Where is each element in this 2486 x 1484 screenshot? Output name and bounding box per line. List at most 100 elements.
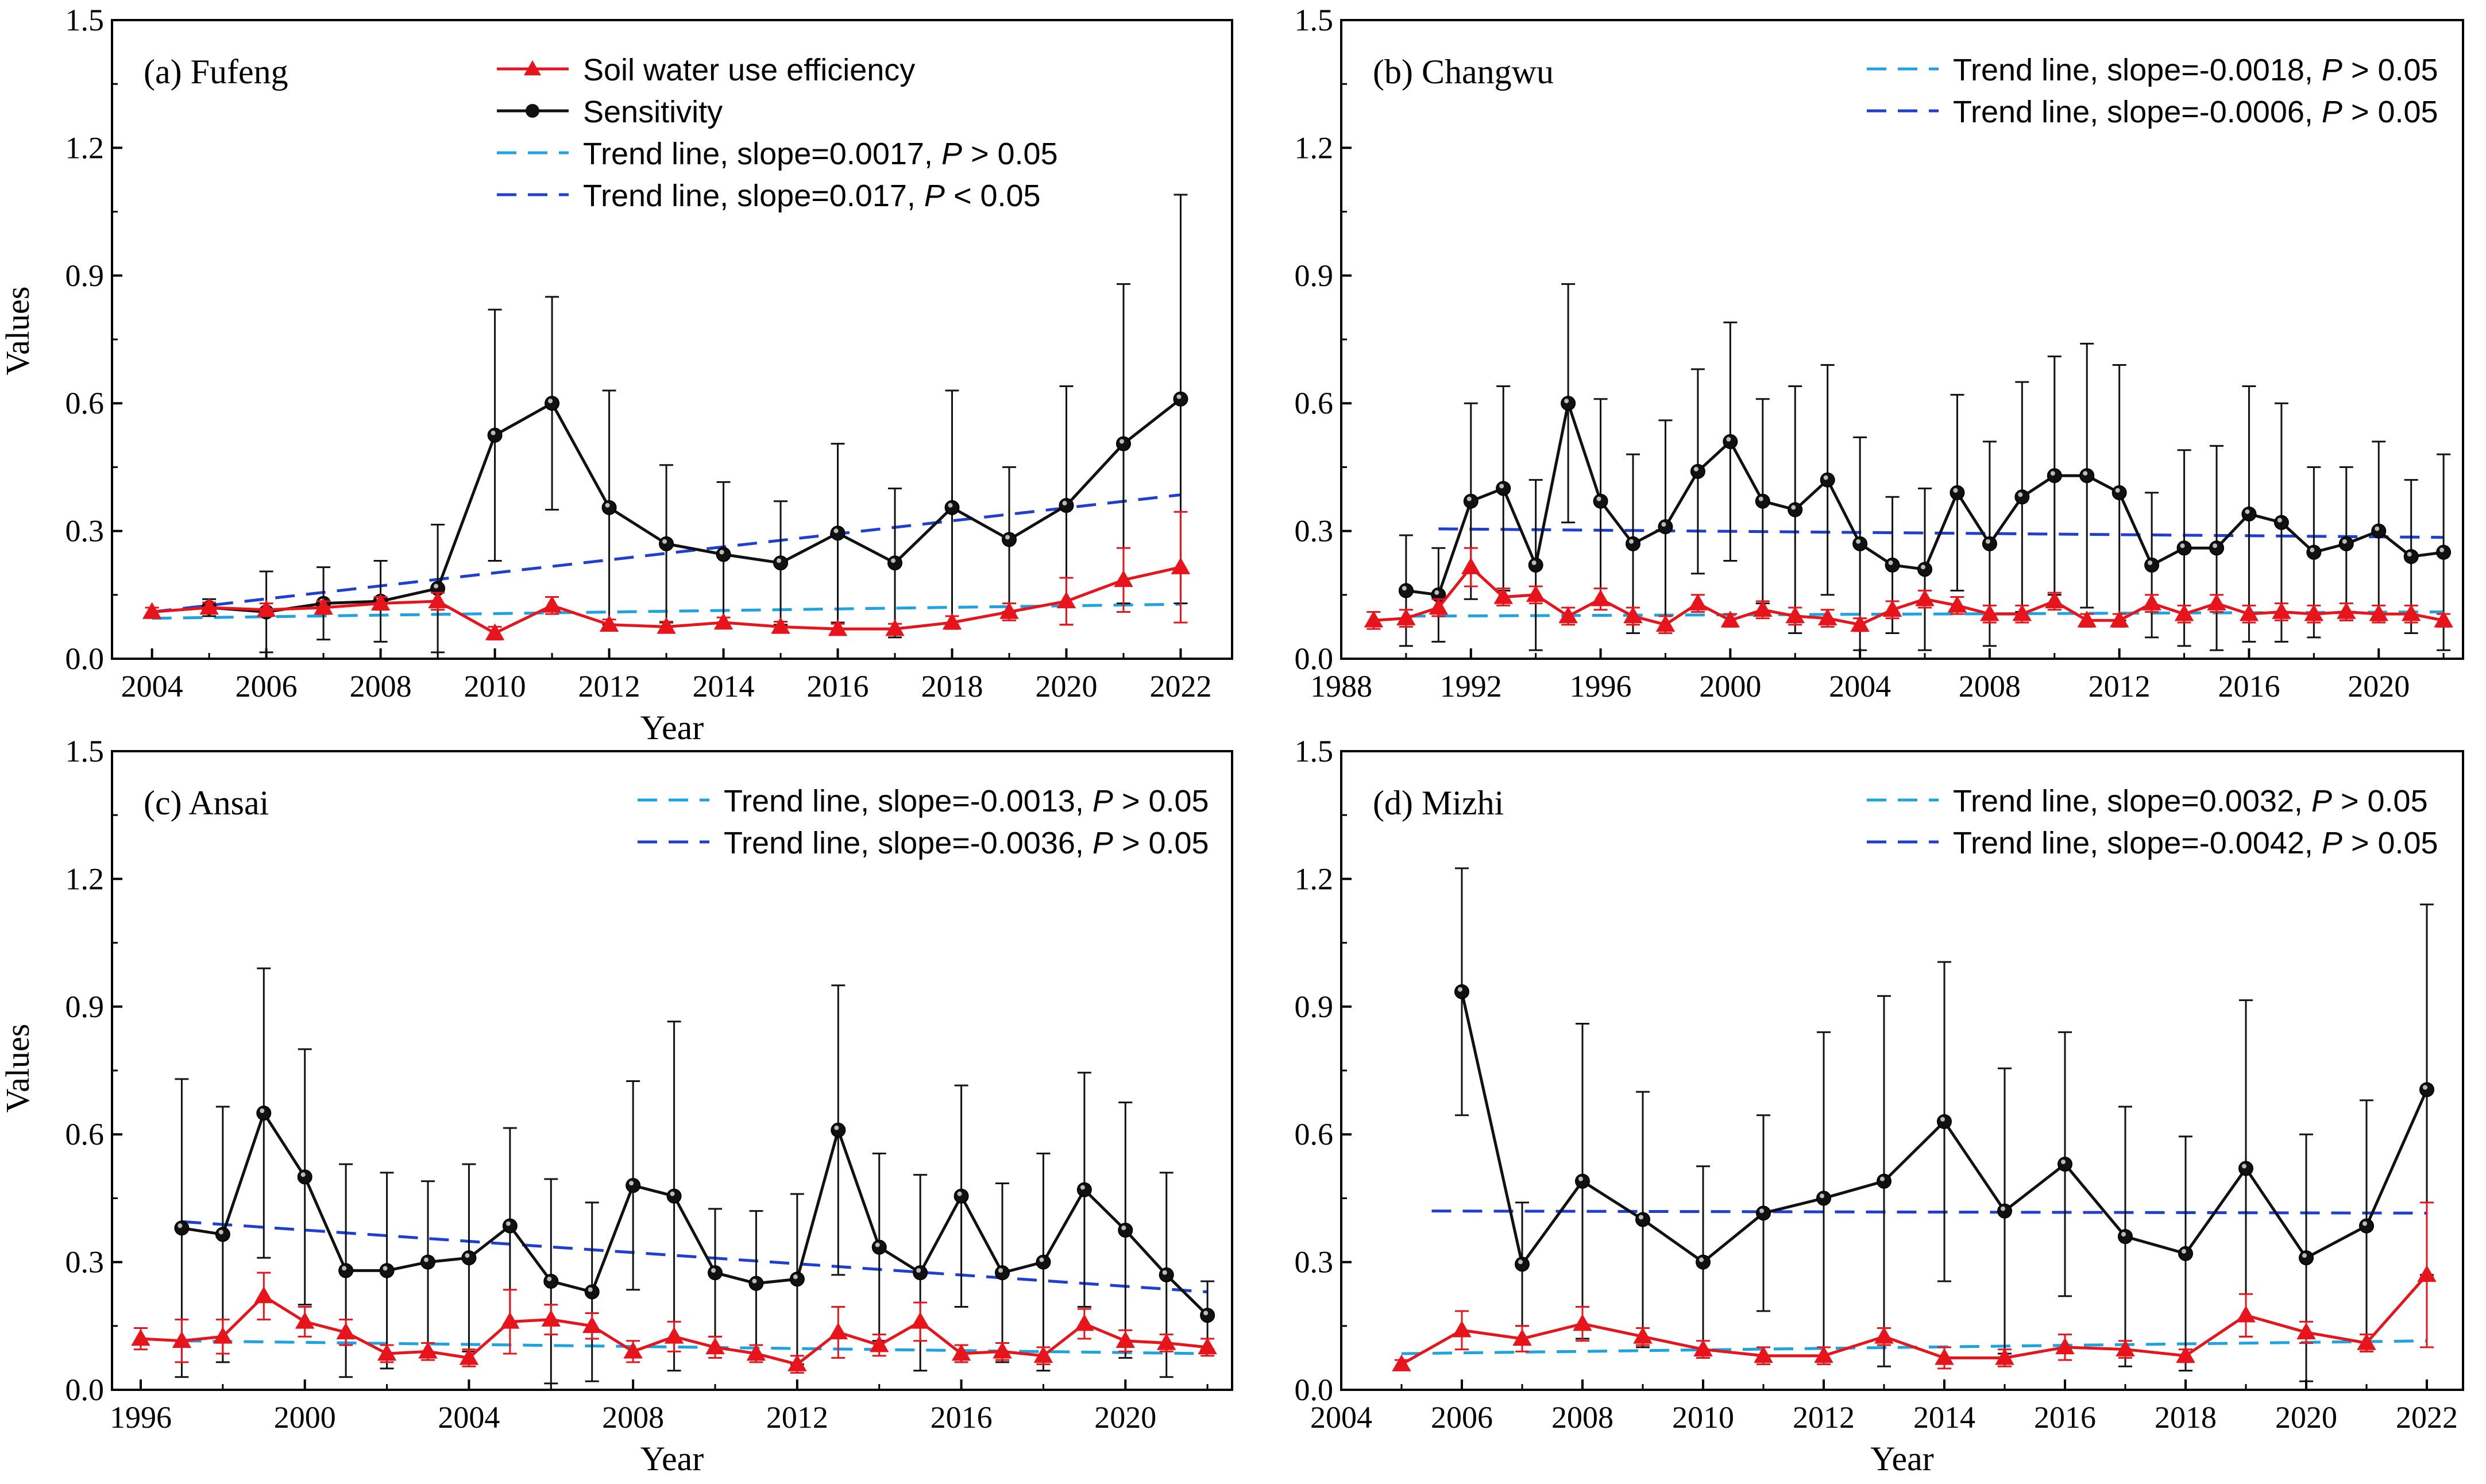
point-highlight — [2310, 547, 2315, 552]
legend-item-trend_swue: Trend line, slope=-0.0018, P > 0.05 — [1867, 53, 2438, 87]
point-swue — [314, 598, 333, 615]
point-highlight — [1699, 1257, 1704, 1262]
point-highlight — [1629, 539, 1634, 544]
point-sensitivity — [1917, 562, 1933, 577]
point-sensitivity — [543, 1273, 559, 1289]
x-tick-label: 2022 — [2396, 1400, 2458, 1435]
trend-line-trend_sens — [1431, 1209, 2427, 1215]
point-sensitivity — [2111, 485, 2127, 500]
legend-label-text: Trend line, slope=0.0032, — [1953, 784, 2311, 818]
point-swue — [336, 1322, 356, 1340]
point-swue — [500, 1312, 520, 1329]
point-swue — [2304, 604, 2324, 621]
legend-label-suffix: > 0.05 — [2342, 95, 2438, 129]
series-line-swue — [1400, 1274, 2428, 1366]
legend-label-text: Sensitivity — [583, 95, 723, 129]
y-tick-label: 1.5 — [65, 3, 105, 37]
point-sensitivity — [2371, 523, 2387, 539]
point-swue — [541, 1309, 561, 1327]
point-sensitivity — [2209, 540, 2225, 556]
point-highlight — [2115, 488, 2120, 493]
legend-label: Trend line, slope=0.0032, P > 0.05 — [1953, 784, 2428, 818]
point-highlight — [875, 1242, 880, 1247]
legend-item-trend_swue: Trend line, slope=0.0032, P > 0.05 — [1867, 784, 2428, 818]
y-tick-label: 0.3 — [65, 1245, 105, 1280]
point-highlight — [1458, 987, 1462, 992]
point-sensitivity — [1118, 1223, 1133, 1238]
point-swue — [256, 600, 276, 617]
y-tick-label: 0.6 — [65, 1117, 105, 1151]
point-swue — [1688, 593, 1708, 610]
point-sensitivity — [601, 500, 617, 515]
chart-panel-2: 1996 2000 2004 2008 2012 2016 2020 0.0 0.3 0.6 0.9… — [65, 734, 1233, 1478]
point-highlight — [1119, 439, 1124, 444]
point-sensitivity — [487, 427, 503, 443]
point-swue — [199, 598, 219, 615]
x-tick-label: 2006 — [1431, 1400, 1493, 1435]
point-sensitivity — [1496, 481, 1511, 496]
panel-title: (c) Ansai — [144, 784, 269, 822]
point-sensitivity — [1059, 498, 1074, 513]
point-sensitivity — [1626, 536, 1641, 551]
point-swue — [1364, 610, 1384, 628]
point-sensitivity — [830, 525, 846, 541]
x-tick-label: 2008 — [602, 1400, 664, 1435]
x-tick-label: 1996 — [110, 1400, 172, 1435]
point-swue — [1452, 1320, 1472, 1338]
legend-label: Trend line, slope=-0.0042, P > 0.05 — [1953, 826, 2438, 860]
point-highlight — [998, 1268, 1003, 1273]
point-sensitivity — [1173, 391, 1188, 407]
point-highlight — [2245, 509, 2250, 514]
point-swue — [295, 1312, 315, 1329]
point-swue — [485, 623, 505, 640]
point-highlight — [662, 539, 667, 544]
point-highlight — [491, 430, 496, 435]
point-highlight — [1596, 496, 1601, 501]
point-swue — [1785, 606, 1805, 624]
point-sensitivity — [2241, 506, 2257, 521]
point-swue — [869, 1335, 889, 1352]
y-tick-label: 0.6 — [65, 386, 105, 420]
x-tick-label: 2012 — [766, 1400, 828, 1435]
point-sensitivity — [666, 1188, 682, 1204]
point-swue — [1198, 1337, 1217, 1355]
point-swue — [213, 1327, 233, 1344]
point-sensitivity — [1575, 1173, 1590, 1189]
point-highlight — [711, 1268, 716, 1273]
x-tick-label: 2006 — [236, 669, 298, 704]
legend-swatch-marker — [526, 104, 539, 118]
point-highlight — [177, 1223, 183, 1228]
point-highlight — [2423, 1085, 2427, 1090]
y-tick-label: 0.9 — [1295, 258, 1334, 293]
point-sensitivity — [2079, 468, 2095, 484]
point-sensitivity — [626, 1178, 641, 1193]
point-sensitivity — [1036, 1254, 1051, 1270]
point-highlight — [342, 1266, 347, 1271]
legend-label-italic: P — [924, 179, 945, 213]
point-swue — [664, 1327, 684, 1344]
point-highlight — [1062, 501, 1067, 506]
legend-label-text: Trend line, slope=0.017, — [583, 179, 924, 213]
point-swue — [131, 1329, 150, 1346]
trend-line-trend_swue — [182, 1339, 1208, 1355]
point-sensitivity — [2238, 1161, 2253, 1176]
legend-label-suffix: > 0.05 — [2342, 53, 2438, 87]
series-line-sens — [209, 397, 1182, 613]
legend-label-suffix: > 0.05 — [962, 137, 1058, 171]
point-sensitivity — [1723, 434, 1738, 449]
point-swue — [1850, 615, 1870, 632]
legend-label-suffix: > 0.05 — [2332, 784, 2428, 818]
point-highlight — [793, 1274, 798, 1280]
legend-label: Trend line, slope=0.017, P < 0.05 — [583, 179, 1041, 213]
point-highlight — [957, 1191, 962, 1196]
point-sensitivity — [2273, 515, 2289, 530]
y-tick-label: 0.0 — [65, 641, 105, 676]
legend-item-swue: Soil water use efficiency — [497, 53, 915, 87]
point-sensitivity — [1756, 1205, 1771, 1221]
chart-panel-3: 2004 2006 2008 2010 2012 2014 2016 2018 2020 2022… — [1295, 734, 2464, 1478]
point-highlight — [1888, 560, 1893, 565]
y-tick-label: 1.2 — [1295, 861, 1334, 896]
point-swue — [705, 1337, 725, 1355]
point-highlight — [2277, 517, 2282, 523]
point-highlight — [719, 550, 724, 555]
